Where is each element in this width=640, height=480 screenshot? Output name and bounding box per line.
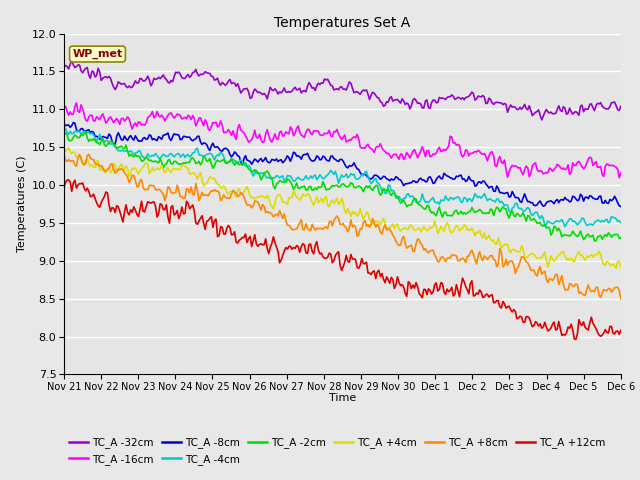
Legend: TC_A -32cm, TC_A -16cm, TC_A -8cm, TC_A -4cm, TC_A -2cm, TC_A +4cm, TC_A +8cm, T: TC_A -32cm, TC_A -16cm, TC_A -8cm, TC_A …: [69, 438, 605, 465]
X-axis label: Time: Time: [329, 394, 356, 403]
Title: Temperatures Set A: Temperatures Set A: [275, 16, 410, 30]
Y-axis label: Temperatures (C): Temperatures (C): [17, 156, 28, 252]
Text: WP_met: WP_met: [72, 49, 123, 59]
